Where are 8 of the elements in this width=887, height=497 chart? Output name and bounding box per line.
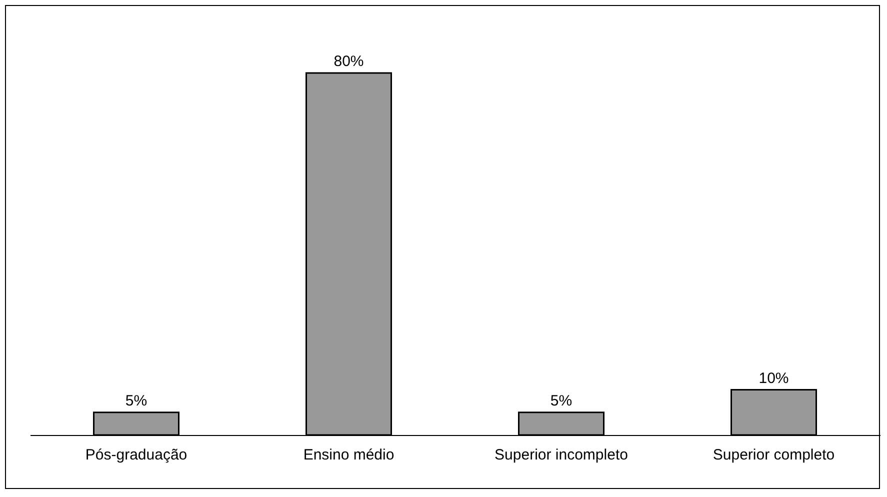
data-label: 10% xyxy=(758,370,789,387)
x-tick-label: Superior incompleto xyxy=(494,446,628,464)
x-tick-label: Ensino médio xyxy=(303,446,394,464)
data-label: 80% xyxy=(334,53,364,70)
x-tick-label: Pós-graduação xyxy=(85,446,188,464)
data-label: 5% xyxy=(550,392,572,410)
x-tick-label: Superior completo xyxy=(712,446,835,464)
data-label: 5% xyxy=(125,392,148,410)
